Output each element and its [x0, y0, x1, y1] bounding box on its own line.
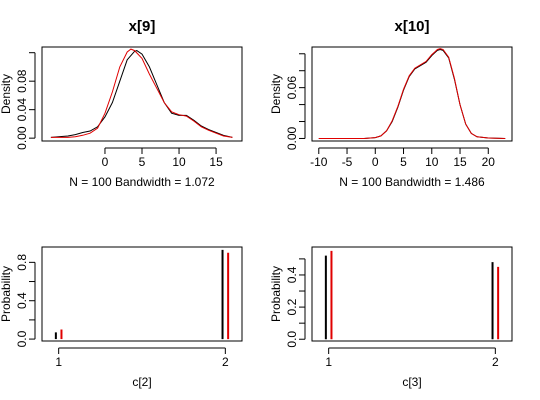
x-tick-label: 5: [139, 155, 146, 169]
density-line-black: [318, 48, 506, 139]
x-tick-label: 15: [209, 155, 223, 169]
y-tick-label: 0.2: [285, 298, 299, 315]
y-tick-label: 0.00: [15, 126, 29, 150]
y-axis-label: Density: [0, 74, 13, 114]
density-line-red: [50, 48, 233, 138]
x-tick-label: 10: [425, 155, 439, 169]
x-tick-label: 5: [400, 155, 407, 169]
x-tick-label: 10: [172, 155, 186, 169]
panel-title: x[9]: [129, 18, 156, 35]
y-tick-label: 0.8: [15, 254, 29, 271]
x-tick-label: 1: [325, 355, 332, 369]
panel-3: 1 2 0.0 0.4 0.8 c[2] Probability: [0, 246, 243, 389]
y-tick-label: 0.0: [285, 331, 299, 348]
y-axis-label: Probability: [0, 266, 13, 322]
x-tick-label: -5: [342, 155, 353, 169]
panel-2: x[10] -10 -5 0 5 10 15 20 0.00 0.06 N = 100 Bandwi…: [269, 18, 513, 189]
density-line-red: [318, 48, 506, 139]
panel-title: x[10]: [394, 18, 429, 35]
x-axis-label: N = 100 Bandwidth = 1.486: [339, 175, 485, 189]
x-tick-label: 2: [222, 355, 229, 369]
x-tick-label: 0: [102, 155, 109, 169]
y-tick-label: 0.4: [285, 266, 299, 283]
y-axis-label: Probability: [269, 266, 283, 322]
x-tick-label: -10: [310, 155, 328, 169]
plot-box: [311, 46, 513, 142]
x-tick-label: 2: [492, 355, 499, 369]
y-tick-label: 0.00: [285, 126, 299, 150]
x-tick-label: 0: [372, 155, 379, 169]
x-axis-label: c[2]: [132, 375, 151, 389]
y-tick-label: 0.0: [15, 330, 29, 347]
x-tick-label: 15: [453, 155, 467, 169]
y-tick-label: 0.08: [15, 69, 29, 93]
x-tick-label: 1: [55, 355, 62, 369]
panel-4: 1 2 0.0 0.2 0.4 c[3] Probability: [269, 246, 513, 389]
x-axis-label: N = 100 Bandwidth = 1.072: [69, 175, 215, 189]
x-axis-label: c[3]: [402, 375, 421, 389]
y-axis-label: Density: [269, 74, 283, 114]
plot-box: [41, 46, 243, 142]
plot-box: [41, 246, 243, 342]
y-tick-label: 0.04: [15, 98, 29, 122]
plot-box: [311, 246, 513, 342]
x-tick-label: 20: [482, 155, 496, 169]
density-line-black: [50, 50, 233, 138]
y-tick-label: 0.06: [285, 76, 299, 100]
panel-1: x[9] 0 5 10 15 0.00 0.04 0.08 N = 100 Bandwidth …: [0, 18, 243, 189]
y-tick-label: 0.4: [15, 292, 29, 309]
